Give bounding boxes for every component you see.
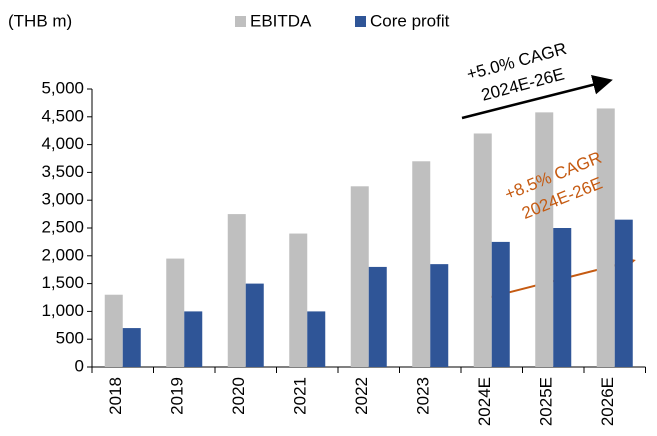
y-tick-label: 3,500 (41, 162, 84, 181)
bar (535, 112, 554, 368)
x-tick-label: 2023 (414, 377, 433, 415)
y-tick-label: 5,000 (41, 78, 84, 97)
y-axis-label: (THB m) (8, 11, 72, 30)
x-tick-label: 2020 (229, 377, 248, 415)
bar (491, 241, 510, 367)
bar (227, 214, 246, 367)
legend-label: EBITDA (250, 11, 312, 30)
bar (596, 108, 615, 368)
bar (553, 228, 572, 367)
x-tick-label: 2026E (598, 377, 617, 426)
bar (245, 283, 264, 367)
legend-label: Core profit (370, 11, 450, 30)
bar (412, 161, 431, 367)
bar (350, 186, 369, 367)
bar (104, 294, 123, 367)
y-tick-label: 1,000 (41, 301, 84, 320)
y-tick-label: 2,500 (41, 217, 84, 236)
y-tick-label: 4,000 (41, 134, 84, 153)
bar (166, 258, 185, 367)
bar (289, 233, 308, 367)
y-tick-label: 0 (75, 356, 84, 375)
bar (307, 311, 326, 367)
bar (368, 266, 387, 367)
x-tick-label: 2022 (352, 377, 371, 415)
bar (184, 311, 203, 367)
bar (614, 219, 633, 367)
arrow (461, 74, 613, 120)
bar (473, 133, 492, 367)
x-tick-label: 2025E (537, 377, 556, 426)
y-tick-label: 500 (56, 329, 84, 348)
bar (430, 264, 449, 367)
x-tick-label: 2024E (475, 377, 494, 426)
legend-swatch (355, 16, 366, 27)
y-tick-label: 2,000 (41, 245, 84, 264)
y-tick-label: 4,500 (41, 106, 84, 125)
bar (122, 328, 141, 367)
y-tick-label: 1,500 (41, 273, 84, 292)
legend-swatch (235, 16, 246, 27)
x-tick-label: 2019 (168, 377, 187, 415)
x-tick-label: 2021 (291, 377, 310, 415)
x-tick-label: 2018 (106, 377, 125, 415)
y-tick-label: 3,000 (41, 190, 84, 209)
